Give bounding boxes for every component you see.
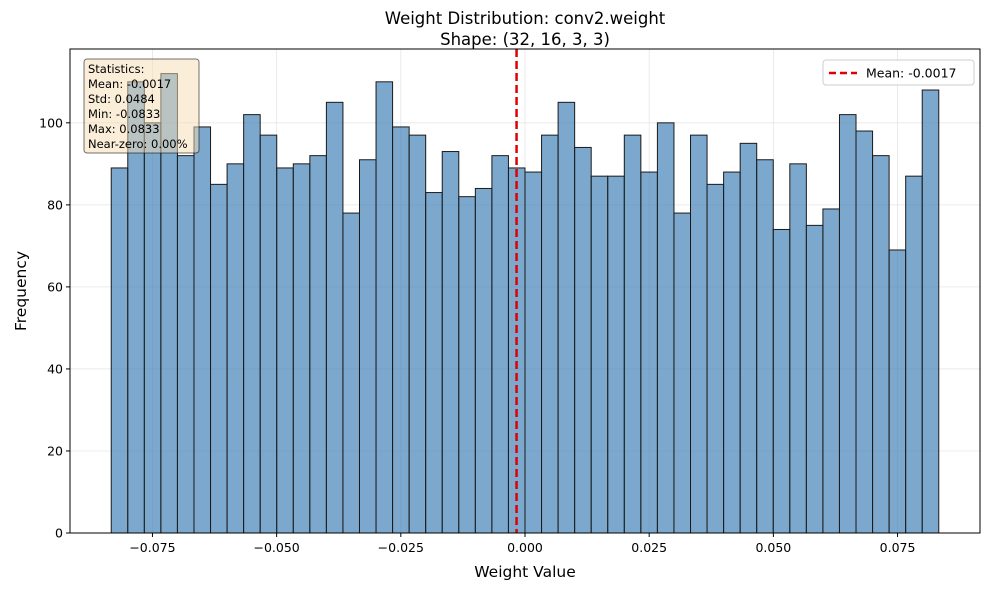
histogram-bar — [656, 122, 675, 534]
x-tick-label: −0.025 — [378, 540, 424, 555]
histogram-bar — [574, 146, 592, 534]
histogram-bar — [623, 134, 642, 534]
histogram-bar — [408, 134, 427, 534]
legend-box — [822, 59, 975, 86]
histogram-bar — [524, 171, 543, 534]
x-tick-label: −0.075 — [129, 540, 175, 555]
histogram-bar — [325, 101, 344, 534]
y-tick-label: 80 — [47, 197, 63, 212]
histogram-bar — [392, 126, 410, 534]
histogram-bar — [888, 249, 907, 534]
histogram-bar — [110, 167, 129, 534]
histogram-bar — [358, 159, 377, 534]
stats-mean: Mean: -0.0017 — [88, 77, 171, 91]
histogram-bar — [706, 183, 725, 534]
histogram-bar — [557, 101, 576, 534]
histogram-bar — [805, 224, 824, 534]
histogram-bar — [739, 142, 758, 534]
histogram-bar — [640, 171, 658, 534]
histogram-bar — [243, 114, 261, 534]
x-tick-label: 0.025 — [631, 540, 667, 555]
histogram-bar — [375, 81, 394, 534]
histogram-bar — [607, 175, 625, 534]
histogram-bar — [309, 155, 327, 534]
legend-entry-mean: Mean: -0.0017 — [866, 66, 957, 81]
histogram-bar — [590, 175, 609, 534]
x-tick-label: 0.075 — [880, 540, 916, 555]
stats-heading: Statistics: — [88, 62, 144, 76]
x-axis-ticks: −0.075 −0.050 −0.025 0.000 0.025 0.050 0.075 — [129, 533, 915, 555]
legend: Mean: -0.0017 — [822, 59, 975, 86]
x-tick-label: 0.000 — [507, 540, 543, 555]
histogram-bar — [292, 163, 311, 534]
histogram-bar — [789, 163, 807, 534]
histogram-bar — [458, 196, 476, 534]
histogram-bar — [673, 212, 692, 534]
histogram-bar — [193, 126, 212, 534]
stats-std: Std: 0.0484 — [88, 92, 155, 106]
y-tick-label: 40 — [47, 361, 63, 376]
histogram-bar — [226, 163, 245, 534]
histogram-bar — [491, 155, 509, 534]
histogram-bar — [723, 171, 741, 534]
histogram-bar — [143, 122, 162, 534]
histogram-bar — [342, 212, 360, 534]
y-axis-ticks: 0 20 40 60 80 100 — [39, 115, 70, 541]
histogram-bar — [441, 151, 460, 534]
x-tick-label: −0.050 — [254, 540, 300, 555]
y-tick-label: 20 — [47, 443, 63, 458]
y-tick-label: 100 — [39, 115, 63, 130]
histogram-bar — [259, 134, 278, 534]
histogram-bar — [921, 89, 940, 534]
histogram-bar — [690, 134, 708, 534]
stats-max: Max: 0.0833 — [88, 122, 160, 136]
histogram-bar — [872, 155, 890, 534]
histogram-bar — [756, 159, 774, 534]
chart-subtitle: Shape: (32, 16, 3, 3) — [440, 30, 610, 49]
y-axis-label: Frequency — [12, 251, 30, 331]
histogram-bar — [855, 130, 874, 534]
stats-box-background — [83, 58, 200, 154]
histogram-bar — [276, 167, 294, 534]
stats-min: Min: -0.0833 — [88, 107, 160, 121]
histogram-bar — [474, 187, 493, 534]
histogram-bar — [905, 175, 923, 534]
y-tick-label: 0 — [55, 526, 63, 541]
x-tick-label: 0.050 — [755, 540, 791, 555]
histogram-bars — [110, 73, 940, 534]
histogram-bar — [541, 134, 559, 534]
histogram-bar — [822, 208, 840, 534]
x-axis-label: Weight Value — [474, 563, 576, 581]
histogram-bar — [425, 192, 443, 534]
y-tick-label: 60 — [47, 279, 63, 294]
histogram-bar — [772, 228, 791, 534]
histogram-bar — [210, 183, 228, 534]
stats-box: Statistics: Mean: -0.0017 Std: 0.0484 Mi… — [83, 58, 200, 154]
chart-title: Weight Distribution: conv2.weight — [385, 9, 666, 28]
histogram-bar — [838, 114, 857, 534]
stats-near-zero: Near-zero: 0.00% — [88, 137, 188, 151]
histogram-bar — [176, 155, 195, 534]
